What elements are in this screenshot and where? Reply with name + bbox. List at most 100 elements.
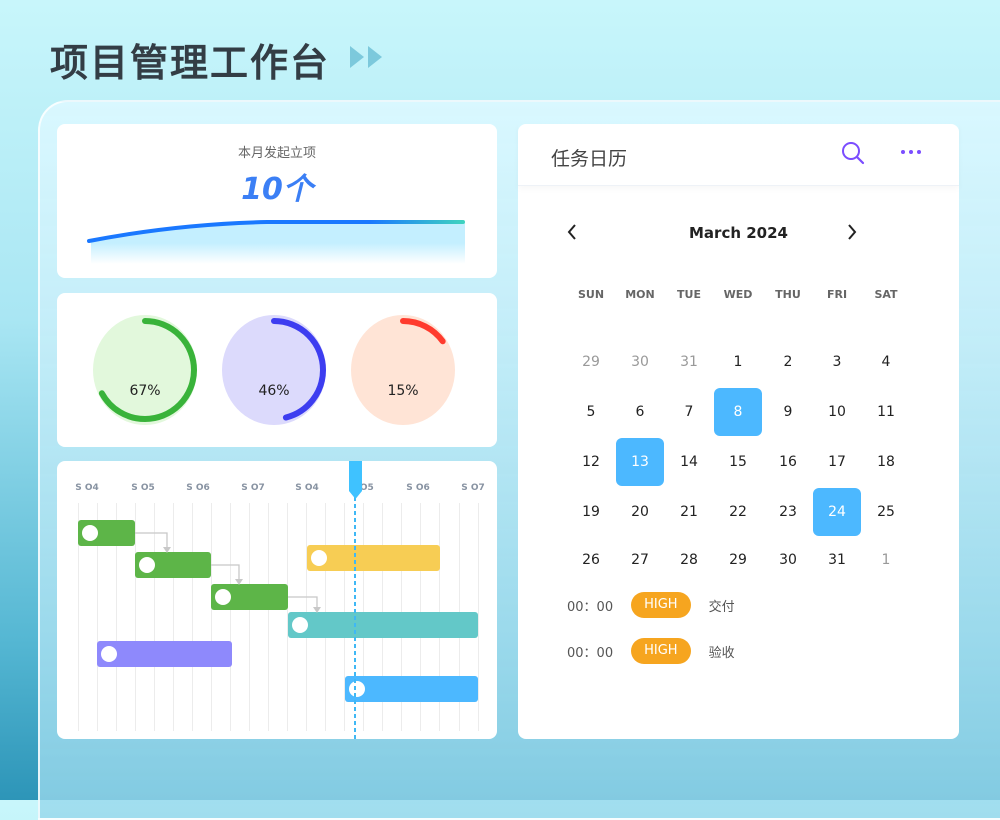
event-time: 00：00: [567, 599, 614, 615]
priority-badge: HIGH: [631, 592, 691, 618]
calendar-day[interactable]: 23: [779, 504, 797, 520]
gantt-axis-label: S O5: [131, 483, 155, 493]
calendar-day[interactable]: 29: [729, 552, 747, 568]
calendar-day[interactable]: 12: [582, 454, 600, 470]
calendar-day[interactable]: 16: [779, 454, 797, 470]
progress-ring: 46%: [222, 315, 326, 425]
weekday-label: TUE: [677, 288, 701, 301]
handle-icon[interactable]: [215, 589, 231, 605]
ring-arc: [351, 315, 455, 425]
month-label: March 2024: [689, 224, 788, 242]
more-icon[interactable]: [899, 148, 925, 156]
gantt-axis-label: S O7: [461, 483, 485, 493]
grid-line: [115, 503, 117, 731]
calendar-day[interactable]: 1: [733, 354, 743, 370]
next-month-icon[interactable]: [846, 223, 858, 241]
calendar-day[interactable]: 25: [877, 504, 895, 520]
handle-icon[interactable]: [139, 557, 155, 573]
gantt-axis-label: S O6: [186, 483, 210, 493]
grid-line: [191, 503, 193, 731]
calendar-day[interactable]: 26: [582, 552, 600, 568]
calendar-day[interactable]: 29: [582, 354, 600, 370]
calendar-day[interactable]: 5: [586, 404, 596, 420]
ring-percent: 15%: [387, 383, 419, 399]
prev-month-icon[interactable]: [566, 223, 578, 241]
calendar-day[interactable]: 22: [729, 504, 747, 520]
event-item[interactable]: 00：00 HIGH 交付: [567, 592, 735, 618]
calendar-day[interactable]: 27: [631, 552, 649, 568]
event-name: 验收: [708, 645, 735, 661]
fast-forward-icon: [350, 46, 382, 68]
weekday-label: FRI: [826, 288, 848, 301]
calendar-day[interactable]: 21: [680, 504, 698, 520]
calendar-day[interactable]: 9: [783, 404, 793, 420]
calendar-day[interactable]: 6: [635, 404, 645, 420]
calendar-day[interactable]: 19: [582, 504, 600, 520]
grid-line: [287, 503, 289, 731]
progress-ring: 15%: [351, 315, 455, 425]
calendar-day[interactable]: 28: [680, 552, 698, 568]
calendar-day[interactable]: 18: [877, 454, 895, 470]
grid-line: [96, 503, 98, 731]
grid-line: [268, 503, 269, 731]
event-item[interactable]: 00：00 HIGH 验收: [567, 638, 735, 664]
ring-percent: 67%: [129, 383, 161, 399]
page-title: 项目管理工作台: [50, 41, 331, 85]
gantt-bar[interactable]: [97, 641, 232, 667]
calendar-day[interactable]: 14: [680, 454, 698, 470]
calendar-day[interactable]: 15: [729, 454, 747, 470]
calendar-day[interactable]: 24: [813, 488, 861, 536]
calendar-day[interactable]: 8: [714, 388, 762, 436]
stat-card: 本月发起立项 10个: [57, 124, 497, 278]
stat-value: 10个: [241, 172, 313, 207]
calendar-day[interactable]: 31: [680, 354, 698, 370]
calendar-day[interactable]: 31: [828, 552, 846, 568]
grid-line: [77, 503, 79, 731]
calendar-card: 任务日历 March 2024 SUN MON TUE WED THU FRI SAT 29 3…: [518, 124, 959, 739]
calendar-day[interactable]: 11: [877, 404, 895, 420]
handle-icon[interactable]: [292, 617, 308, 633]
dependency-arrows: [135, 461, 362, 739]
search-icon[interactable]: [840, 140, 866, 166]
calendar-title: 任务日历: [551, 148, 628, 170]
calendar-day[interactable]: 17: [828, 454, 846, 470]
grid-line: [172, 503, 174, 731]
gantt-bar[interactable]: [345, 676, 478, 702]
handle-icon[interactable]: [349, 681, 365, 697]
calendar-day[interactable]: 4: [881, 354, 891, 370]
ring-arc: [93, 315, 197, 425]
calendar-day[interactable]: 7: [684, 404, 694, 420]
event-name: 交付: [708, 599, 735, 615]
event-time: 00：00: [567, 645, 614, 661]
calendar-day[interactable]: 20: [631, 504, 649, 520]
gantt-bar[interactable]: [307, 545, 440, 571]
grid-line: [153, 503, 155, 731]
grid-line: [134, 503, 136, 731]
grid-line: [229, 503, 231, 731]
gantt-bar[interactable]: [135, 552, 211, 578]
calendar-day[interactable]: 30: [779, 552, 797, 568]
gantt-bar[interactable]: [288, 612, 478, 638]
calendar-day[interactable]: 30: [631, 354, 649, 370]
weekday-label: WED: [723, 288, 753, 301]
gantt-axis-label: S O7: [241, 483, 265, 493]
ring-arc: [222, 315, 326, 425]
calendar-day[interactable]: 1: [881, 552, 891, 568]
weekday-label: SUN: [577, 288, 605, 301]
gantt-card: S O7S O6S O5S O4S O7S O6S O5S O4: [57, 461, 497, 739]
handle-icon[interactable]: [101, 646, 117, 662]
calendar-day[interactable]: 13: [616, 438, 664, 486]
calendar-day[interactable]: 3: [832, 354, 842, 370]
gantt-bar[interactable]: [211, 584, 288, 610]
handle-icon[interactable]: [311, 550, 327, 566]
handle-icon[interactable]: [82, 525, 98, 541]
progress-card: 67% 46% 15%: [57, 293, 497, 447]
calendar-day[interactable]: 2: [783, 354, 793, 370]
grid-line: [210, 503, 212, 731]
progress-ring: 67%: [93, 315, 197, 425]
weekday-label: THU: [775, 288, 801, 301]
gantt-bar[interactable]: [78, 520, 135, 546]
calendar-day[interactable]: 10: [828, 404, 846, 420]
weekday-label: SAT: [874, 288, 898, 301]
grid-line: [248, 503, 250, 731]
